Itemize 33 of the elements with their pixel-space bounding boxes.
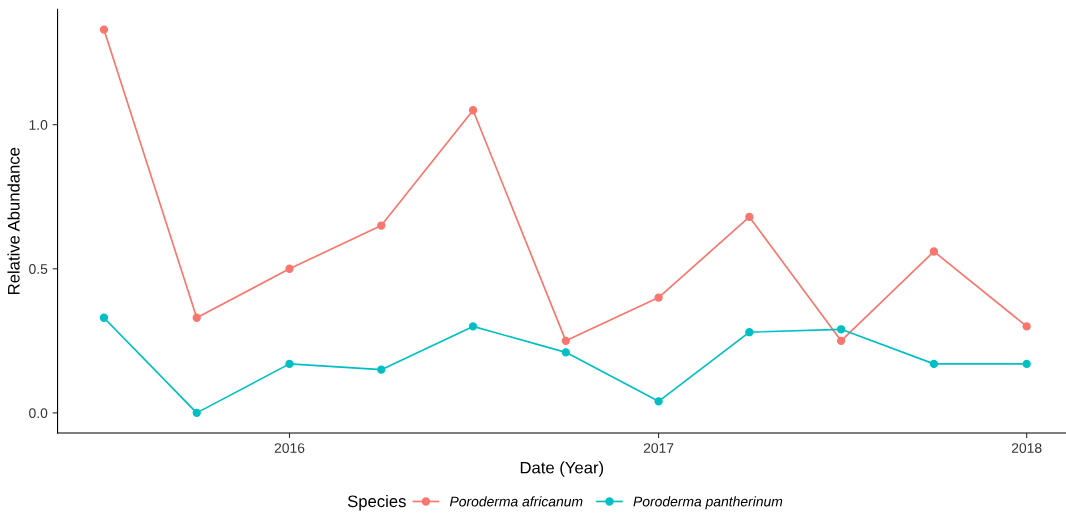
point <box>561 348 570 357</box>
point <box>468 322 478 331</box>
point <box>929 359 939 369</box>
y-tick-label: 0.5 <box>29 264 48 274</box>
point <box>468 106 478 115</box>
point <box>561 336 570 345</box>
point <box>192 408 201 418</box>
point <box>99 313 109 322</box>
x-tick-label: 2016 <box>274 443 305 453</box>
point <box>192 313 201 322</box>
point <box>745 212 754 222</box>
x-tick-label: 2017 <box>643 443 674 453</box>
point <box>377 221 386 230</box>
point <box>654 293 663 302</box>
point <box>285 359 294 369</box>
point <box>1022 359 1031 369</box>
point <box>929 247 939 256</box>
point <box>285 264 294 273</box>
legend-title: Species <box>347 494 406 511</box>
point <box>1022 322 1031 331</box>
point <box>654 397 663 406</box>
point <box>836 325 846 334</box>
x-tick-label: 2018 <box>1011 443 1042 453</box>
point <box>99 25 109 34</box>
point <box>377 365 386 374</box>
legend-label: Poroderma africanum <box>449 496 583 507</box>
legend-label: Poroderma pantherinum <box>633 496 783 510</box>
point <box>836 336 846 345</box>
y-tick-label: 1.0 <box>29 120 48 130</box>
point <box>745 328 754 337</box>
y-axis-title: Relative Abundance <box>7 147 20 294</box>
y-tick-label: 0.0 <box>29 408 48 419</box>
x-axis-title: Date (Year) <box>520 461 604 477</box>
